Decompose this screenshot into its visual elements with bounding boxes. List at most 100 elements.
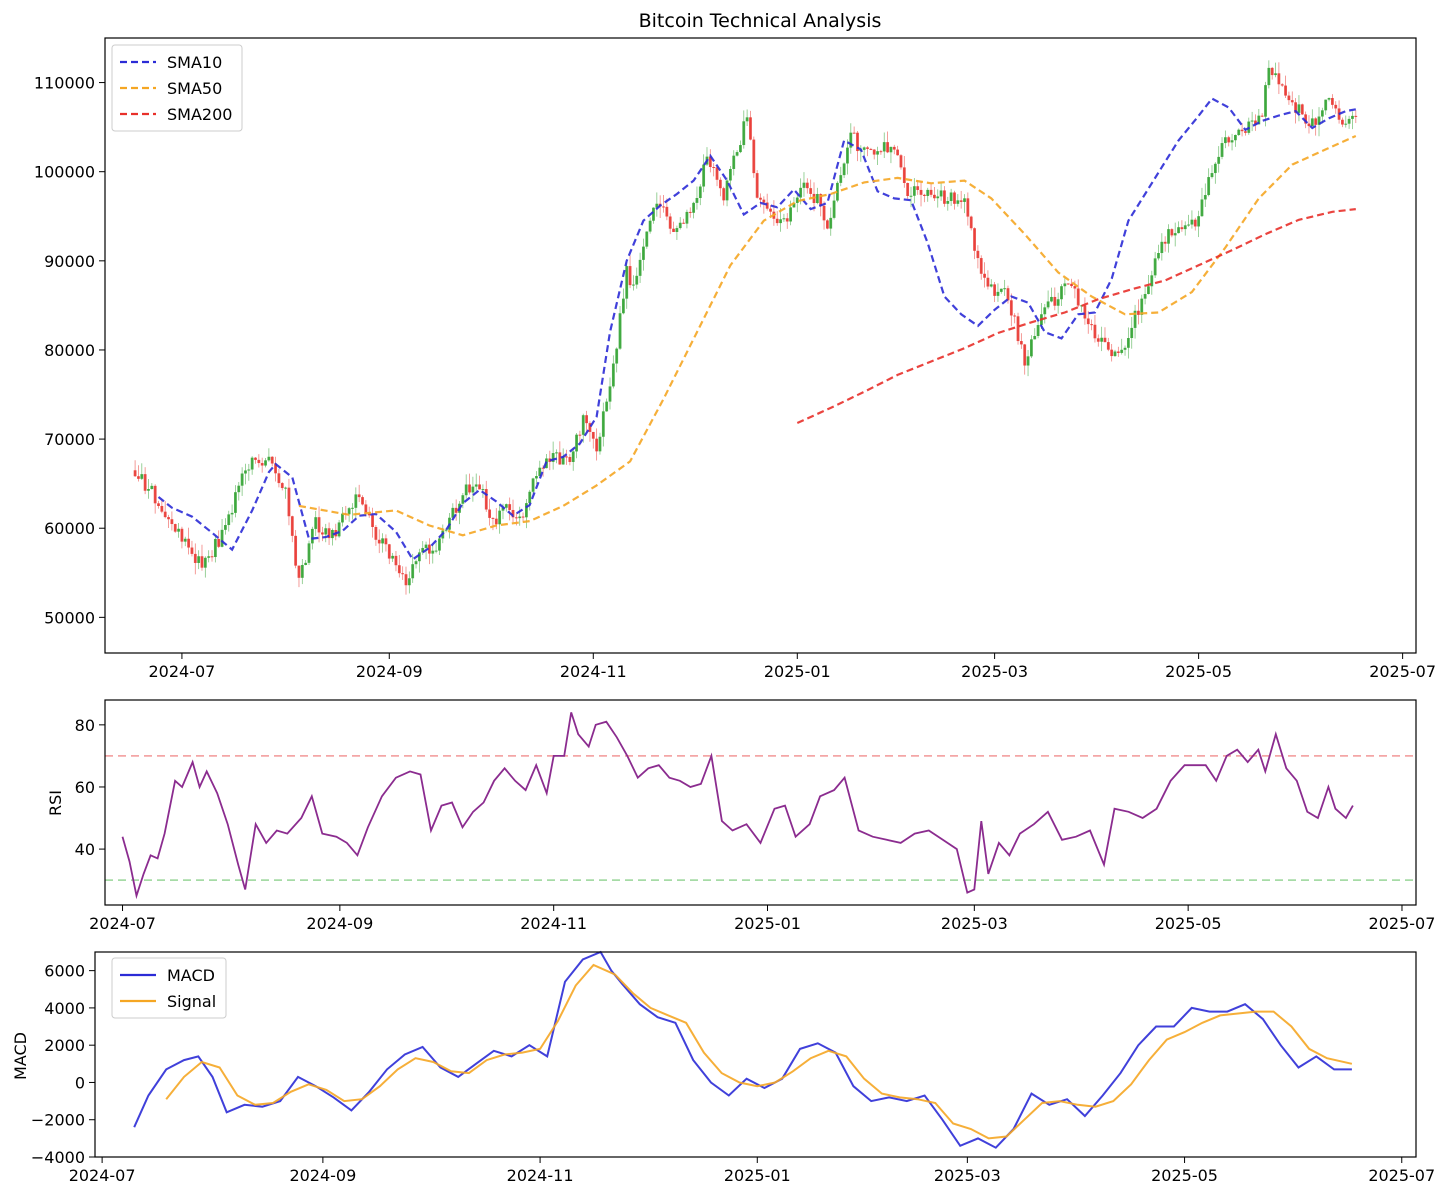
candle-down [896,149,900,156]
candle-up [999,288,1003,292]
candle-up [802,182,806,188]
candle-up [645,231,649,247]
candle-up [779,219,782,224]
rsi-ytick-label: 40 [75,840,95,859]
candle-up [946,201,950,204]
candle-up [1344,123,1348,125]
candle-down [1006,288,1010,301]
candle-down [320,532,324,535]
macd-ytick-label: −2000 [31,1111,85,1130]
candle-up [531,478,535,492]
candle-down [491,517,495,519]
candle-up [474,484,478,487]
candle-up [1327,98,1331,100]
rsi-xtick-label: 2025-01 [734,914,801,933]
candle-down [1083,305,1087,319]
candle-up [1274,73,1277,76]
price-legend-label: SMA10 [167,53,222,72]
candle-down [1009,300,1013,316]
candle-up [745,117,749,122]
price-ytick-label: 110000 [34,74,95,93]
candle-up [632,284,635,286]
candle-up [692,202,696,213]
candle-up [464,484,468,496]
candle-down [1110,349,1114,357]
candle-down [1106,342,1110,350]
candle-down [986,277,990,287]
candle-down [866,147,869,149]
candle-up [1060,286,1063,300]
price-legend-label: SMA200 [167,105,232,124]
candle-down [595,438,599,452]
candle-up [652,207,655,221]
candle-up [1056,299,1060,306]
candle-down [428,544,431,554]
candle-down [361,497,364,505]
candle-up [1046,301,1050,308]
candle-up [1250,120,1254,122]
candle-down [494,518,498,525]
candle-up [247,469,251,471]
candle-down [902,167,906,183]
candle-up [698,186,702,198]
candle-up [421,547,425,553]
candle-down [922,194,926,196]
candle-up [655,203,659,208]
price-xtick-label: 2025-07 [1369,662,1436,681]
candle-down [384,538,388,545]
candle-down [682,222,685,224]
candle-down [688,211,692,213]
candle-down [775,218,779,224]
candle-up [528,491,532,504]
candle-up [411,564,415,579]
candle-down [1163,241,1167,244]
candle-up [347,508,351,515]
candle-down [1244,131,1247,133]
candle-up [1147,286,1150,295]
candle-down [805,182,809,189]
candle-up [1036,325,1040,337]
candle-up [1153,258,1157,276]
candle-down [287,487,291,517]
candle-down [765,202,769,209]
candle-up [782,218,786,220]
candle-up [678,222,682,229]
candle-down [1300,104,1304,115]
candle-up [648,220,652,232]
candle-down [133,470,137,477]
candle-down [769,208,772,212]
candle-down [755,173,759,198]
candle-up [1237,129,1241,135]
candle-up [414,561,418,565]
candle-up [615,348,619,364]
candle-up [849,132,853,148]
candle-down [1284,85,1287,96]
candle-down [1240,129,1244,132]
candle-down [819,193,823,206]
candle-up [304,562,308,565]
candle-up [1150,275,1154,287]
candle-down [1354,115,1358,117]
candle-up [989,284,993,287]
candle-down [170,519,174,525]
candle-up [1120,349,1124,353]
candle-down [371,515,374,527]
candle-up [1003,288,1007,290]
macd-frame [94,951,1417,1158]
candle-up [267,456,271,461]
candle-down [548,458,552,462]
candle-up [1029,339,1033,357]
candle-down [387,544,391,559]
candle-up [1324,99,1328,111]
candle-down [1334,104,1338,109]
rsi-xtick-label: 2025-07 [1369,914,1436,933]
candle-down [190,547,194,554]
candle-up [795,197,799,203]
candle-down [825,220,829,229]
candle-down [488,509,492,518]
candle-down [886,142,889,153]
candle-down [404,574,408,586]
candle-down [1294,102,1298,113]
candle-up [220,529,224,547]
